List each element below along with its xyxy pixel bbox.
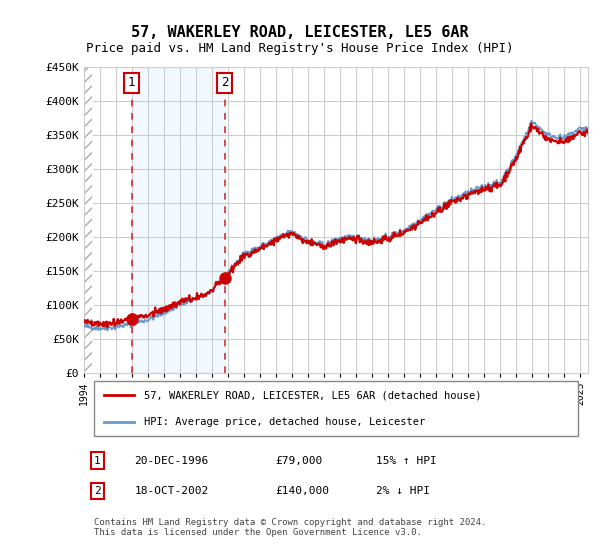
Text: 1: 1 <box>94 455 101 465</box>
Text: 2: 2 <box>94 486 101 496</box>
Text: 57, WAKERLEY ROAD, LEICESTER, LE5 6AR (detached house): 57, WAKERLEY ROAD, LEICESTER, LE5 6AR (d… <box>145 390 482 400</box>
Text: 15% ↑ HPI: 15% ↑ HPI <box>376 455 437 465</box>
Text: Contains HM Land Registry data © Crown copyright and database right 2024.
This d: Contains HM Land Registry data © Crown c… <box>94 517 487 537</box>
Text: 57, WAKERLEY ROAD, LEICESTER, LE5 6AR: 57, WAKERLEY ROAD, LEICESTER, LE5 6AR <box>131 25 469 40</box>
Text: £140,000: £140,000 <box>275 486 329 496</box>
Text: 2% ↓ HPI: 2% ↓ HPI <box>376 486 430 496</box>
Text: £79,000: £79,000 <box>275 455 323 465</box>
Bar <box>131 67 225 372</box>
Text: 1: 1 <box>128 76 135 90</box>
Text: HPI: Average price, detached house, Leicester: HPI: Average price, detached house, Leic… <box>145 417 426 427</box>
Text: Price paid vs. HM Land Registry's House Price Index (HPI): Price paid vs. HM Land Registry's House … <box>86 42 514 55</box>
Bar <box>84 67 92 372</box>
FancyBboxPatch shape <box>94 381 578 436</box>
Text: 2: 2 <box>221 76 229 90</box>
Text: 18-OCT-2002: 18-OCT-2002 <box>134 486 209 496</box>
Text: 20-DEC-1996: 20-DEC-1996 <box>134 455 209 465</box>
